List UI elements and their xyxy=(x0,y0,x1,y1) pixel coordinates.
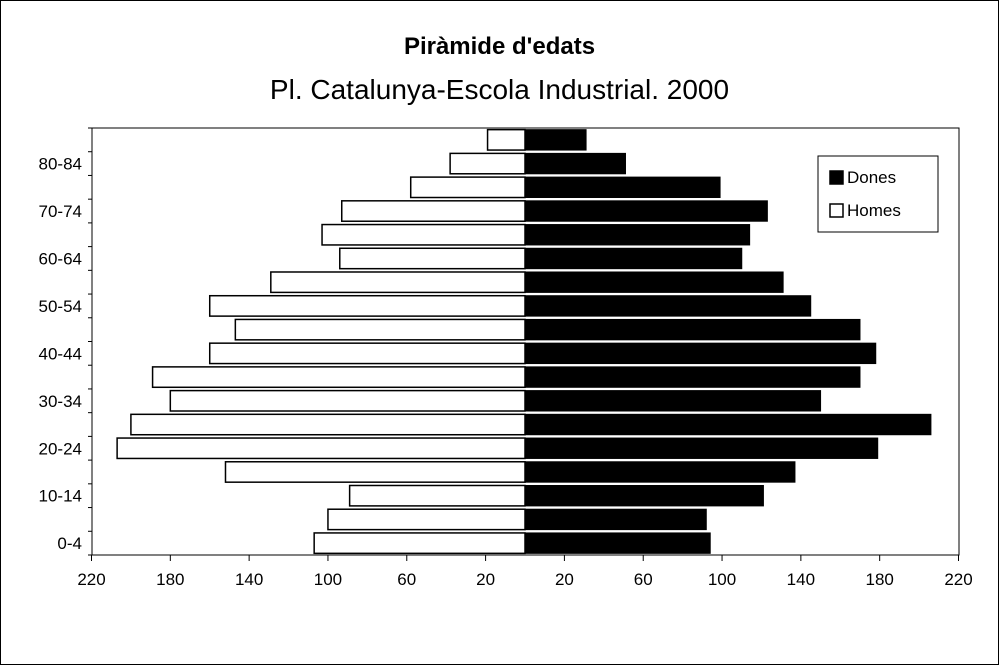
bar-homes-50-54 xyxy=(208,294,526,317)
x-tick-label: 20 xyxy=(555,570,574,589)
bar-homes-5-9 xyxy=(327,508,526,531)
bar-homes-85+ xyxy=(486,128,526,151)
bar-homes-30-34 xyxy=(169,389,526,412)
y-tick-label: 20-24 xyxy=(39,439,82,458)
bar-dones-10-14 xyxy=(524,484,764,507)
bar-homes-65-69 xyxy=(321,223,526,246)
bar-dones-60-64 xyxy=(524,247,743,270)
bar-homes-35-39 xyxy=(151,366,526,389)
x-tick-label: 220 xyxy=(944,570,972,589)
bar-dones-50-54 xyxy=(524,295,812,317)
x-tick-label: 180 xyxy=(865,570,893,589)
bar-homes-70-74 xyxy=(340,200,526,222)
y-tick-label: 40-44 xyxy=(39,344,82,363)
x-tick-label: 140 xyxy=(787,570,815,589)
bar-dones-80-84 xyxy=(524,152,626,175)
x-tick-label: 180 xyxy=(156,570,184,589)
bar-homes-0-4 xyxy=(313,532,526,555)
bar-dones-0-4 xyxy=(524,532,711,554)
y-tick-label: 30-34 xyxy=(39,392,82,411)
y-tick-label: 60-64 xyxy=(39,249,82,268)
x-tick-label: 220 xyxy=(77,570,105,589)
y-tick-label: 80-84 xyxy=(39,155,82,174)
legend-label-dones: Dones xyxy=(847,168,896,187)
x-tick-label: 60 xyxy=(397,570,416,589)
bar-homes-80-84 xyxy=(449,152,526,175)
legend-label-homes: Homes xyxy=(847,201,901,220)
chart-title: Piràmide d'edats xyxy=(403,33,596,60)
bar-dones-85+ xyxy=(524,129,587,151)
bar-homes-20-24 xyxy=(116,437,526,460)
bar-homes-25-29 xyxy=(130,413,526,436)
chart-subtitle: Pl. Catalunya-Escola Industrial. 2000 xyxy=(269,74,730,105)
bar-homes-45-49 xyxy=(234,318,526,341)
bar-dones-30-34 xyxy=(524,390,822,412)
legend-box xyxy=(817,155,939,233)
bar-homes-60-64 xyxy=(339,247,526,270)
x-tick-label: 100 xyxy=(314,570,342,589)
bar-homes-75-79 xyxy=(409,176,526,199)
bar-dones-25-29 xyxy=(524,413,932,436)
bar-dones-65-69 xyxy=(524,224,751,246)
x-tick-label: 20 xyxy=(476,570,495,589)
bar-dones-75-79 xyxy=(524,176,721,199)
x-tick-label: 60 xyxy=(634,570,653,589)
bar-dones-70-74 xyxy=(524,200,768,222)
bar-homes-55-59 xyxy=(270,271,526,294)
bar-dones-55-59 xyxy=(524,271,784,293)
y-tick-label: 10-14 xyxy=(39,487,82,506)
bar-dones-45-49 xyxy=(524,318,861,341)
y-tick-label: 70-74 xyxy=(39,202,82,221)
bar-dones-15-19 xyxy=(524,461,796,483)
legend-swatch-homes xyxy=(829,203,844,218)
y-tick-label: 0-4 xyxy=(57,534,82,553)
x-tick-label: 140 xyxy=(235,570,263,589)
bar-homes-15-19 xyxy=(224,461,526,483)
bar-dones-20-24 xyxy=(524,437,879,459)
plot-border xyxy=(91,127,960,556)
x-tick-label: 100 xyxy=(708,570,736,589)
bar-dones-35-39 xyxy=(524,366,861,388)
bar-dones-5-9 xyxy=(524,508,707,531)
legend-swatch-dones xyxy=(829,170,844,185)
bar-homes-10-14 xyxy=(348,484,526,507)
bar-dones-40-44 xyxy=(524,342,877,365)
bar-homes-40-44 xyxy=(208,342,526,365)
y-tick-label: 50-54 xyxy=(39,297,82,316)
plot-area: 0-4 10-14 20-24 30-34 40-44 50-54 60-64 70-74 80… xyxy=(39,127,973,589)
